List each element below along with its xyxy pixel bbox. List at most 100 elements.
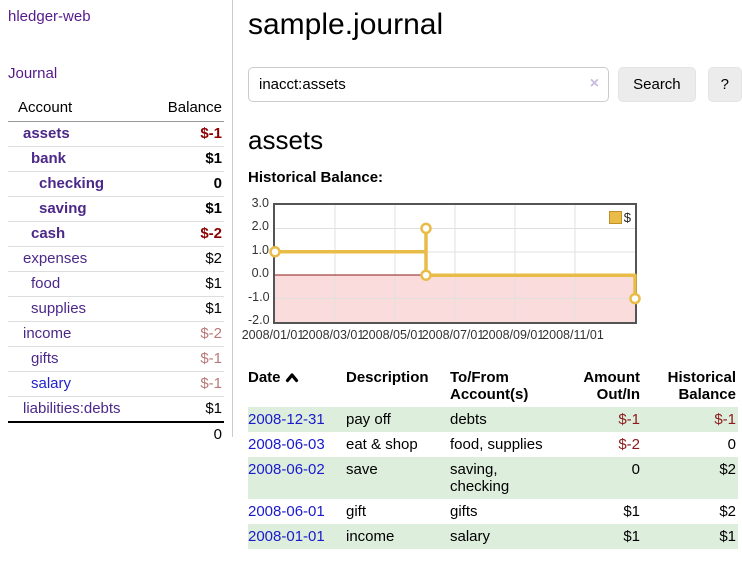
transaction-amount: $-2: [618, 436, 640, 453]
register-header-row: Date Description To/From Account(s) Amou…: [248, 367, 738, 407]
transaction-description: save: [346, 461, 378, 478]
account-link-supplies[interactable]: supplies: [31, 300, 87, 317]
transaction-description: income: [346, 528, 395, 545]
transaction-accounts: salary: [450, 528, 491, 545]
account-balance: $-1: [157, 346, 224, 372]
clear-search-icon[interactable]: ×: [589, 75, 600, 92]
legend-label: $: [623, 210, 631, 225]
account-link-expenses[interactable]: expenses: [23, 250, 88, 267]
account-link-saving[interactable]: saving: [39, 200, 87, 217]
transaction-balance: 0: [727, 436, 736, 453]
transaction-balance: $2: [719, 461, 736, 478]
transaction-accounts: gifts: [450, 503, 478, 520]
register-table: Date Description To/From Account(s) Amou…: [248, 367, 738, 549]
transaction-amount: $-1: [618, 411, 640, 428]
transaction-amount: $1: [623, 503, 640, 520]
account-row: expenses $2: [8, 246, 224, 272]
sort-ascending-icon: [285, 370, 299, 387]
account-row: supplies $1: [8, 296, 224, 322]
register-row: 2008-06-03 eat & shop food, supplies $-2…: [248, 432, 738, 457]
transaction-date-link[interactable]: 2008-06-03: [248, 436, 325, 453]
account-balance: $-1: [157, 371, 224, 397]
account-balance: $-2: [157, 221, 224, 247]
sidebar-item-journal[interactable]: Journal: [8, 65, 58, 82]
legend-swatch-icon: [608, 211, 622, 224]
transaction-description: gift: [346, 503, 367, 520]
register-row: 2008-06-01 gift gifts $1 $2: [248, 499, 738, 524]
transaction-date-link[interactable]: 2008-01-01: [248, 528, 325, 545]
account-row: liabilities:debts $1: [8, 396, 224, 422]
account-link-checking[interactable]: checking: [39, 175, 105, 192]
y-tick-label: 2.0: [251, 219, 269, 234]
y-tick-label: 1.0: [251, 242, 269, 257]
search-button[interactable]: Search: [618, 67, 696, 102]
x-tick-label: 2008/03/01: [301, 328, 365, 342]
y-tick-label: -1.0: [248, 289, 270, 304]
account-row: bank $1: [8, 146, 224, 172]
chart-plot-area: $: [269, 203, 641, 324]
transaction-amount: $1: [623, 528, 640, 545]
transaction-date-link[interactable]: 2008-06-01: [248, 503, 325, 520]
account-link-cash[interactable]: cash: [31, 225, 66, 242]
x-tick-label: 2008/05/01: [361, 328, 425, 342]
account-link-food[interactable]: food: [31, 275, 61, 292]
transaction-balance: $1: [719, 528, 736, 545]
balance-column-header: Balance: [157, 96, 224, 122]
transaction-accounts: food, supplies: [450, 436, 543, 453]
transaction-accounts: debts: [450, 411, 487, 428]
account-balance: $1: [157, 396, 224, 422]
account-row: income $-2: [8, 321, 224, 347]
app-brand-link[interactable]: hledger-web: [8, 8, 91, 25]
account-link-liabilities-debts[interactable]: liabilities:debts: [23, 400, 121, 417]
column-header-accounts: To/From Account(s): [450, 369, 529, 403]
account-balance: $2: [157, 246, 224, 272]
transaction-amount: 0: [631, 461, 640, 478]
page-title: sample.journal: [248, 8, 444, 41]
account-row: assets $-1: [8, 122, 224, 147]
accounts-total-row: 0: [8, 421, 224, 447]
account-link-salary[interactable]: salary: [31, 375, 72, 392]
chart-legend: $: [608, 210, 631, 225]
account-row: salary $-1: [8, 371, 224, 397]
account-row: checking 0: [8, 171, 224, 197]
transaction-description: pay off: [346, 411, 391, 428]
search-input[interactable]: [248, 67, 610, 102]
column-header-description: Description: [346, 369, 429, 386]
search-help-button[interactable]: ?: [707, 67, 742, 102]
account-link-bank[interactable]: bank: [31, 150, 67, 167]
transaction-description: eat & shop: [346, 436, 418, 453]
account-balance: 0: [157, 171, 224, 197]
accounts-total-balance: 0: [157, 421, 224, 447]
account-balance: $1: [157, 296, 224, 322]
account-row: saving $1: [8, 196, 224, 222]
account-balance: $1: [157, 146, 224, 172]
account-row: cash $-2: [8, 221, 224, 247]
x-tick-label: 2008/11/01: [542, 328, 604, 342]
account-balance: $1: [157, 271, 224, 297]
register-row: 2008-12-31 pay off debts $-1 $-1: [248, 407, 738, 432]
account-balance: $-2: [157, 321, 224, 347]
search-form: × Search ?: [248, 67, 742, 102]
column-header-balance: Historical Balance: [667, 369, 736, 403]
account-link-assets[interactable]: assets: [23, 125, 70, 142]
account-row: gifts $-1: [8, 346, 224, 372]
register-row: 2008-06-02 save saving, checking 0 $2: [248, 457, 738, 499]
accounts-column-header: Account: [8, 96, 158, 122]
account-link-income[interactable]: income: [23, 325, 72, 342]
x-tick-label: 2008/01/01: [241, 328, 305, 342]
chart-title: Historical Balance:: [248, 169, 384, 186]
account-heading: assets: [248, 125, 324, 155]
account-balance: $1: [157, 196, 224, 222]
accounts-balance-table: Account Balance assets $-1 bank $1 check…: [8, 96, 224, 447]
transaction-date-link[interactable]: 2008-12-31: [248, 411, 325, 428]
balance-line: [275, 228, 637, 299]
transaction-balance: $2: [719, 503, 736, 520]
y-tick-label: 3.0: [251, 196, 269, 210]
column-header-date[interactable]: Date: [248, 367, 346, 407]
transaction-date-link[interactable]: 2008-06-02: [248, 461, 325, 478]
sidebar: hledger-web Journal Account Balance asse…: [0, 0, 233, 447]
column-header-amount: Amount Out/In: [583, 369, 640, 403]
register-row: 2008-01-01 income salary $1 $1: [248, 524, 738, 549]
account-link-gifts[interactable]: gifts: [31, 350, 59, 367]
account-balance: $-1: [200, 125, 222, 142]
